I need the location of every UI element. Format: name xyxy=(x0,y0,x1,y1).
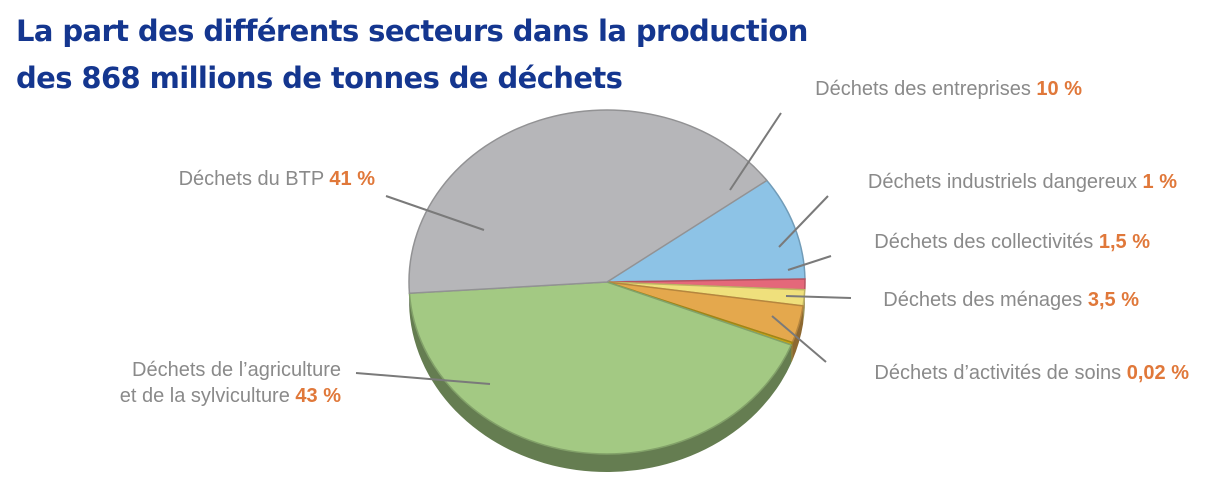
leader-line xyxy=(785,295,852,299)
slice-label-text: Déchets industriels dangereux xyxy=(868,171,1143,193)
slice-label: Déchets industriels dangereux 1 % xyxy=(868,171,1177,193)
slice-value-label: 43 % xyxy=(295,385,341,407)
slice-label-text: Déchets des ménages xyxy=(883,289,1088,311)
leader-line xyxy=(771,315,827,363)
leader-line xyxy=(778,195,829,248)
pie-slice xyxy=(408,109,768,295)
slice-label-text: et de la sylviculture xyxy=(120,385,296,407)
leader-line xyxy=(787,255,832,271)
slice-label: Déchets des entreprises 10 % xyxy=(815,78,1082,100)
slice-label-text: Déchets du BTP xyxy=(179,168,330,190)
pie-slice xyxy=(408,281,793,455)
slice-label-text: Déchets des collectivités xyxy=(874,231,1099,253)
leader-line xyxy=(355,372,491,385)
chart-title: La part des différents secteurs dans la … xyxy=(16,8,808,102)
pie-slice-side xyxy=(791,342,793,364)
chart-title-line-1: La part des différents secteurs dans la … xyxy=(16,14,808,48)
slice-value-label: 1,5 % xyxy=(1099,231,1150,253)
slice-label-text: Déchets de l’agriculture xyxy=(132,359,341,381)
slice-label: Déchets des ménages 3,5 % xyxy=(883,289,1139,311)
slice-value-label: 1 % xyxy=(1143,171,1178,193)
slice-label-text: Déchets des entreprises xyxy=(815,78,1036,100)
slice-value-label: 41 % xyxy=(329,168,375,190)
slice-value-label: 10 % xyxy=(1036,78,1082,100)
slice-label-text: Déchets d’activités de soins xyxy=(874,362,1126,384)
leader-line xyxy=(729,112,782,191)
chart-title-line-2: des 868 millions de tonnes de déchets xyxy=(16,61,623,95)
slice-value-label: 3,5 % xyxy=(1088,289,1139,311)
slice-label: Déchets d’activités de soins 0,02 % xyxy=(874,362,1189,384)
slice-label: Déchets de l’agriculture et de la sylvicu… xyxy=(120,359,341,407)
leader-line xyxy=(385,195,485,231)
pie-slice xyxy=(604,177,806,283)
slice-value-label: 0,02 % xyxy=(1127,362,1189,384)
slice-label: Déchets du BTP 41 % xyxy=(179,168,376,190)
slice-label: Déchets des collectivités 1,5 % xyxy=(874,231,1150,253)
